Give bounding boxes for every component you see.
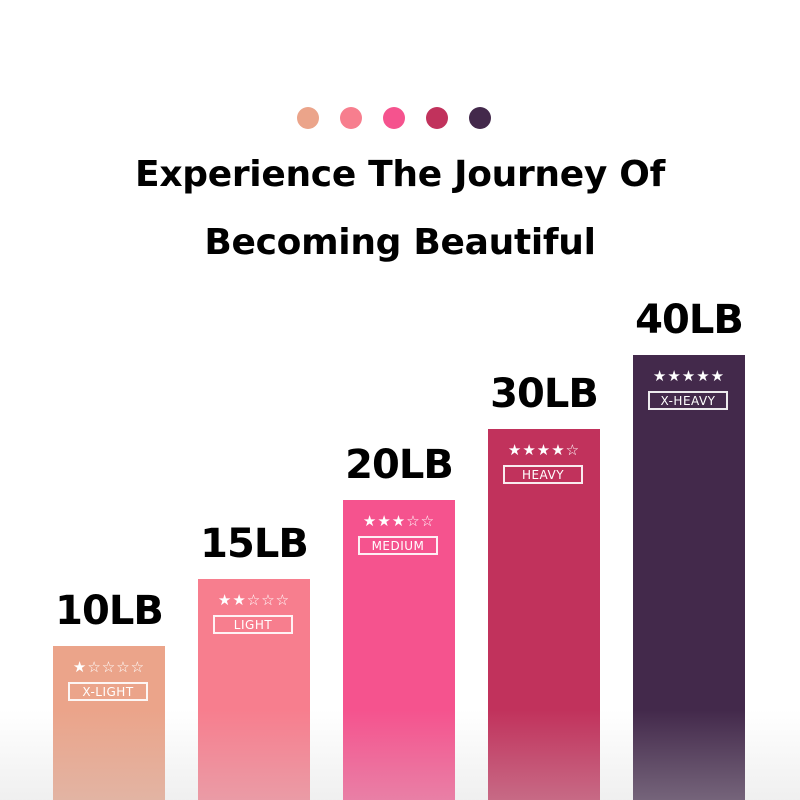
color-dot — [426, 107, 448, 129]
star-rating: ★☆☆☆☆ — [72, 658, 146, 676]
level-badge: LIGHT — [213, 615, 293, 634]
color-dot — [297, 107, 319, 129]
level-badge: X-LIGHT — [68, 682, 148, 701]
title-line-1: Experience The Journey Of — [135, 154, 665, 195]
star-rating: ★★★★☆ — [507, 441, 581, 459]
level-badge: HEAVY — [503, 465, 583, 484]
bar-medium: ★★★☆☆ MEDIUM — [343, 500, 455, 800]
color-dot — [383, 107, 405, 129]
star-rating: ★★★★★ — [652, 367, 726, 385]
title-line-2: Becoming Beautiful — [204, 222, 596, 263]
star-rating: ★★☆☆☆ — [217, 591, 291, 609]
weight-label: 10LB — [55, 588, 164, 634]
weight-label: 40LB — [635, 297, 744, 343]
level-badge: X-HEAVY — [648, 391, 728, 410]
bar-heavy: ★★★★☆ HEAVY — [488, 429, 600, 800]
color-dots — [0, 107, 800, 129]
bar-x-heavy: ★★★★★ X-HEAVY — [633, 355, 745, 800]
level-badge: MEDIUM — [358, 536, 438, 555]
star-rating: ★★★☆☆ — [362, 512, 436, 530]
bar-light: ★★☆☆☆ LIGHT — [198, 579, 310, 800]
weight-label: 15LB — [200, 521, 309, 567]
color-dot — [340, 107, 362, 129]
color-dot — [469, 107, 491, 129]
weight-label: 20LB — [345, 442, 454, 488]
weight-label: 30LB — [490, 371, 599, 417]
bar-x-light: ★☆☆☆☆ X-LIGHT — [53, 646, 165, 800]
